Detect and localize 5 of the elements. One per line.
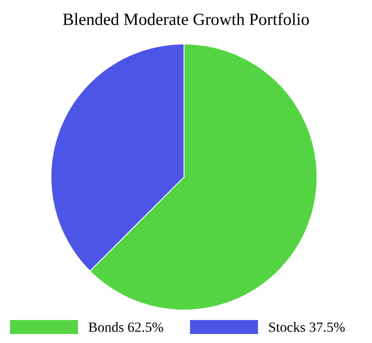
data-label: 62.5% xyxy=(128,322,164,332)
legend-label: Bonds xyxy=(88,322,124,332)
data-label: 37.5% xyxy=(310,322,345,332)
chart-title: Blended Moderate Growth Portfolio xyxy=(63,12,309,26)
legend-label: Stocks xyxy=(269,322,306,332)
